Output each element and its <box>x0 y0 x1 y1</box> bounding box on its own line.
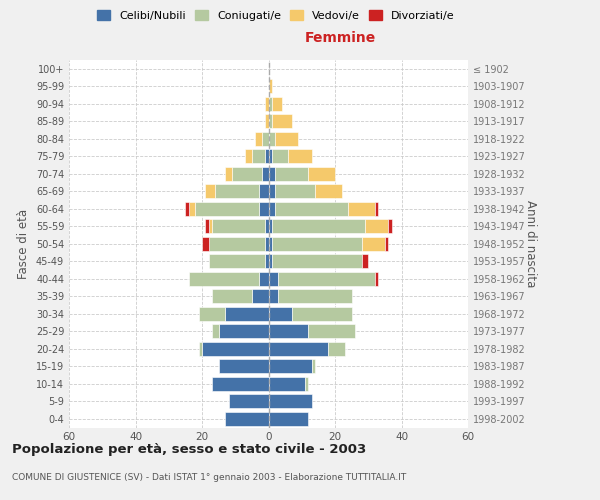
Bar <box>212 220 265 233</box>
Bar <box>328 342 345 355</box>
Bar <box>229 394 269 408</box>
Bar <box>199 307 225 320</box>
Bar <box>269 377 305 390</box>
Bar <box>269 307 292 320</box>
Bar <box>315 184 341 198</box>
Bar <box>212 324 218 338</box>
Bar <box>225 412 269 426</box>
Bar <box>259 184 269 198</box>
Bar <box>269 184 275 198</box>
Bar <box>209 254 265 268</box>
Bar <box>269 220 272 233</box>
Bar <box>278 290 352 303</box>
Bar <box>348 202 375 215</box>
Bar <box>305 377 308 390</box>
Bar <box>265 254 269 268</box>
Bar <box>275 184 315 198</box>
Bar <box>269 132 275 145</box>
Bar <box>189 202 196 215</box>
Bar <box>385 237 388 250</box>
Bar <box>245 150 252 163</box>
Bar <box>199 342 202 355</box>
Bar <box>225 307 269 320</box>
Bar <box>269 97 272 110</box>
Bar <box>262 132 269 145</box>
Bar <box>269 254 272 268</box>
Bar <box>375 202 378 215</box>
Bar <box>218 360 269 373</box>
Bar <box>269 290 278 303</box>
Bar <box>375 272 378 285</box>
Bar <box>272 150 289 163</box>
Bar <box>196 202 259 215</box>
Bar <box>259 202 269 215</box>
Bar <box>265 97 269 110</box>
Bar <box>265 150 269 163</box>
Bar <box>275 202 348 215</box>
Bar <box>269 342 328 355</box>
Bar <box>275 167 308 180</box>
Bar <box>205 184 215 198</box>
Bar <box>269 324 308 338</box>
Bar <box>272 220 365 233</box>
Bar <box>202 342 269 355</box>
Bar <box>272 114 292 128</box>
Bar <box>218 324 269 338</box>
Y-axis label: Fasce di età: Fasce di età <box>17 208 30 279</box>
Bar <box>292 307 352 320</box>
Bar <box>252 150 265 163</box>
Text: COMUNE DI GIUSTENICE (SV) - Dati ISTAT 1° gennaio 2003 - Elaborazione TUTTITALIA: COMUNE DI GIUSTENICE (SV) - Dati ISTAT 1… <box>12 472 406 482</box>
Bar <box>269 272 278 285</box>
Bar <box>269 150 272 163</box>
Y-axis label: Anni di nascita: Anni di nascita <box>524 200 537 288</box>
Bar <box>212 377 269 390</box>
Bar <box>212 290 252 303</box>
Bar <box>269 202 275 215</box>
Bar <box>269 360 312 373</box>
Bar <box>269 114 272 128</box>
Bar <box>312 360 315 373</box>
Bar <box>259 272 269 285</box>
Bar <box>265 237 269 250</box>
Text: Femmine: Femmine <box>305 32 376 46</box>
Bar <box>209 220 212 233</box>
Bar <box>362 237 385 250</box>
Bar <box>272 254 362 268</box>
Bar <box>272 97 282 110</box>
Bar <box>262 167 269 180</box>
Bar <box>269 237 272 250</box>
Bar <box>225 167 232 180</box>
Bar <box>202 237 209 250</box>
Bar <box>209 237 265 250</box>
Bar <box>265 114 269 128</box>
Bar <box>215 184 259 198</box>
Bar <box>362 254 368 268</box>
Text: Popolazione per età, sesso e stato civile - 2003: Popolazione per età, sesso e stato civil… <box>12 442 366 456</box>
Bar <box>289 150 312 163</box>
Bar <box>308 167 335 180</box>
Bar <box>205 220 209 233</box>
Bar <box>185 202 188 215</box>
Bar <box>252 290 269 303</box>
Bar <box>255 132 262 145</box>
Bar <box>265 220 269 233</box>
Bar <box>365 220 388 233</box>
Bar <box>232 167 262 180</box>
Bar <box>308 324 355 338</box>
Bar <box>269 394 312 408</box>
Bar <box>272 237 362 250</box>
Bar <box>278 272 375 285</box>
Legend: Celibi/Nubili, Coniugati/e, Vedovi/e, Divorziati/e: Celibi/Nubili, Coniugati/e, Vedovi/e, Di… <box>95 8 457 23</box>
Bar <box>388 220 392 233</box>
Bar <box>188 272 259 285</box>
Bar <box>269 167 275 180</box>
Bar <box>269 80 272 93</box>
Bar <box>275 132 298 145</box>
Bar <box>269 412 308 426</box>
